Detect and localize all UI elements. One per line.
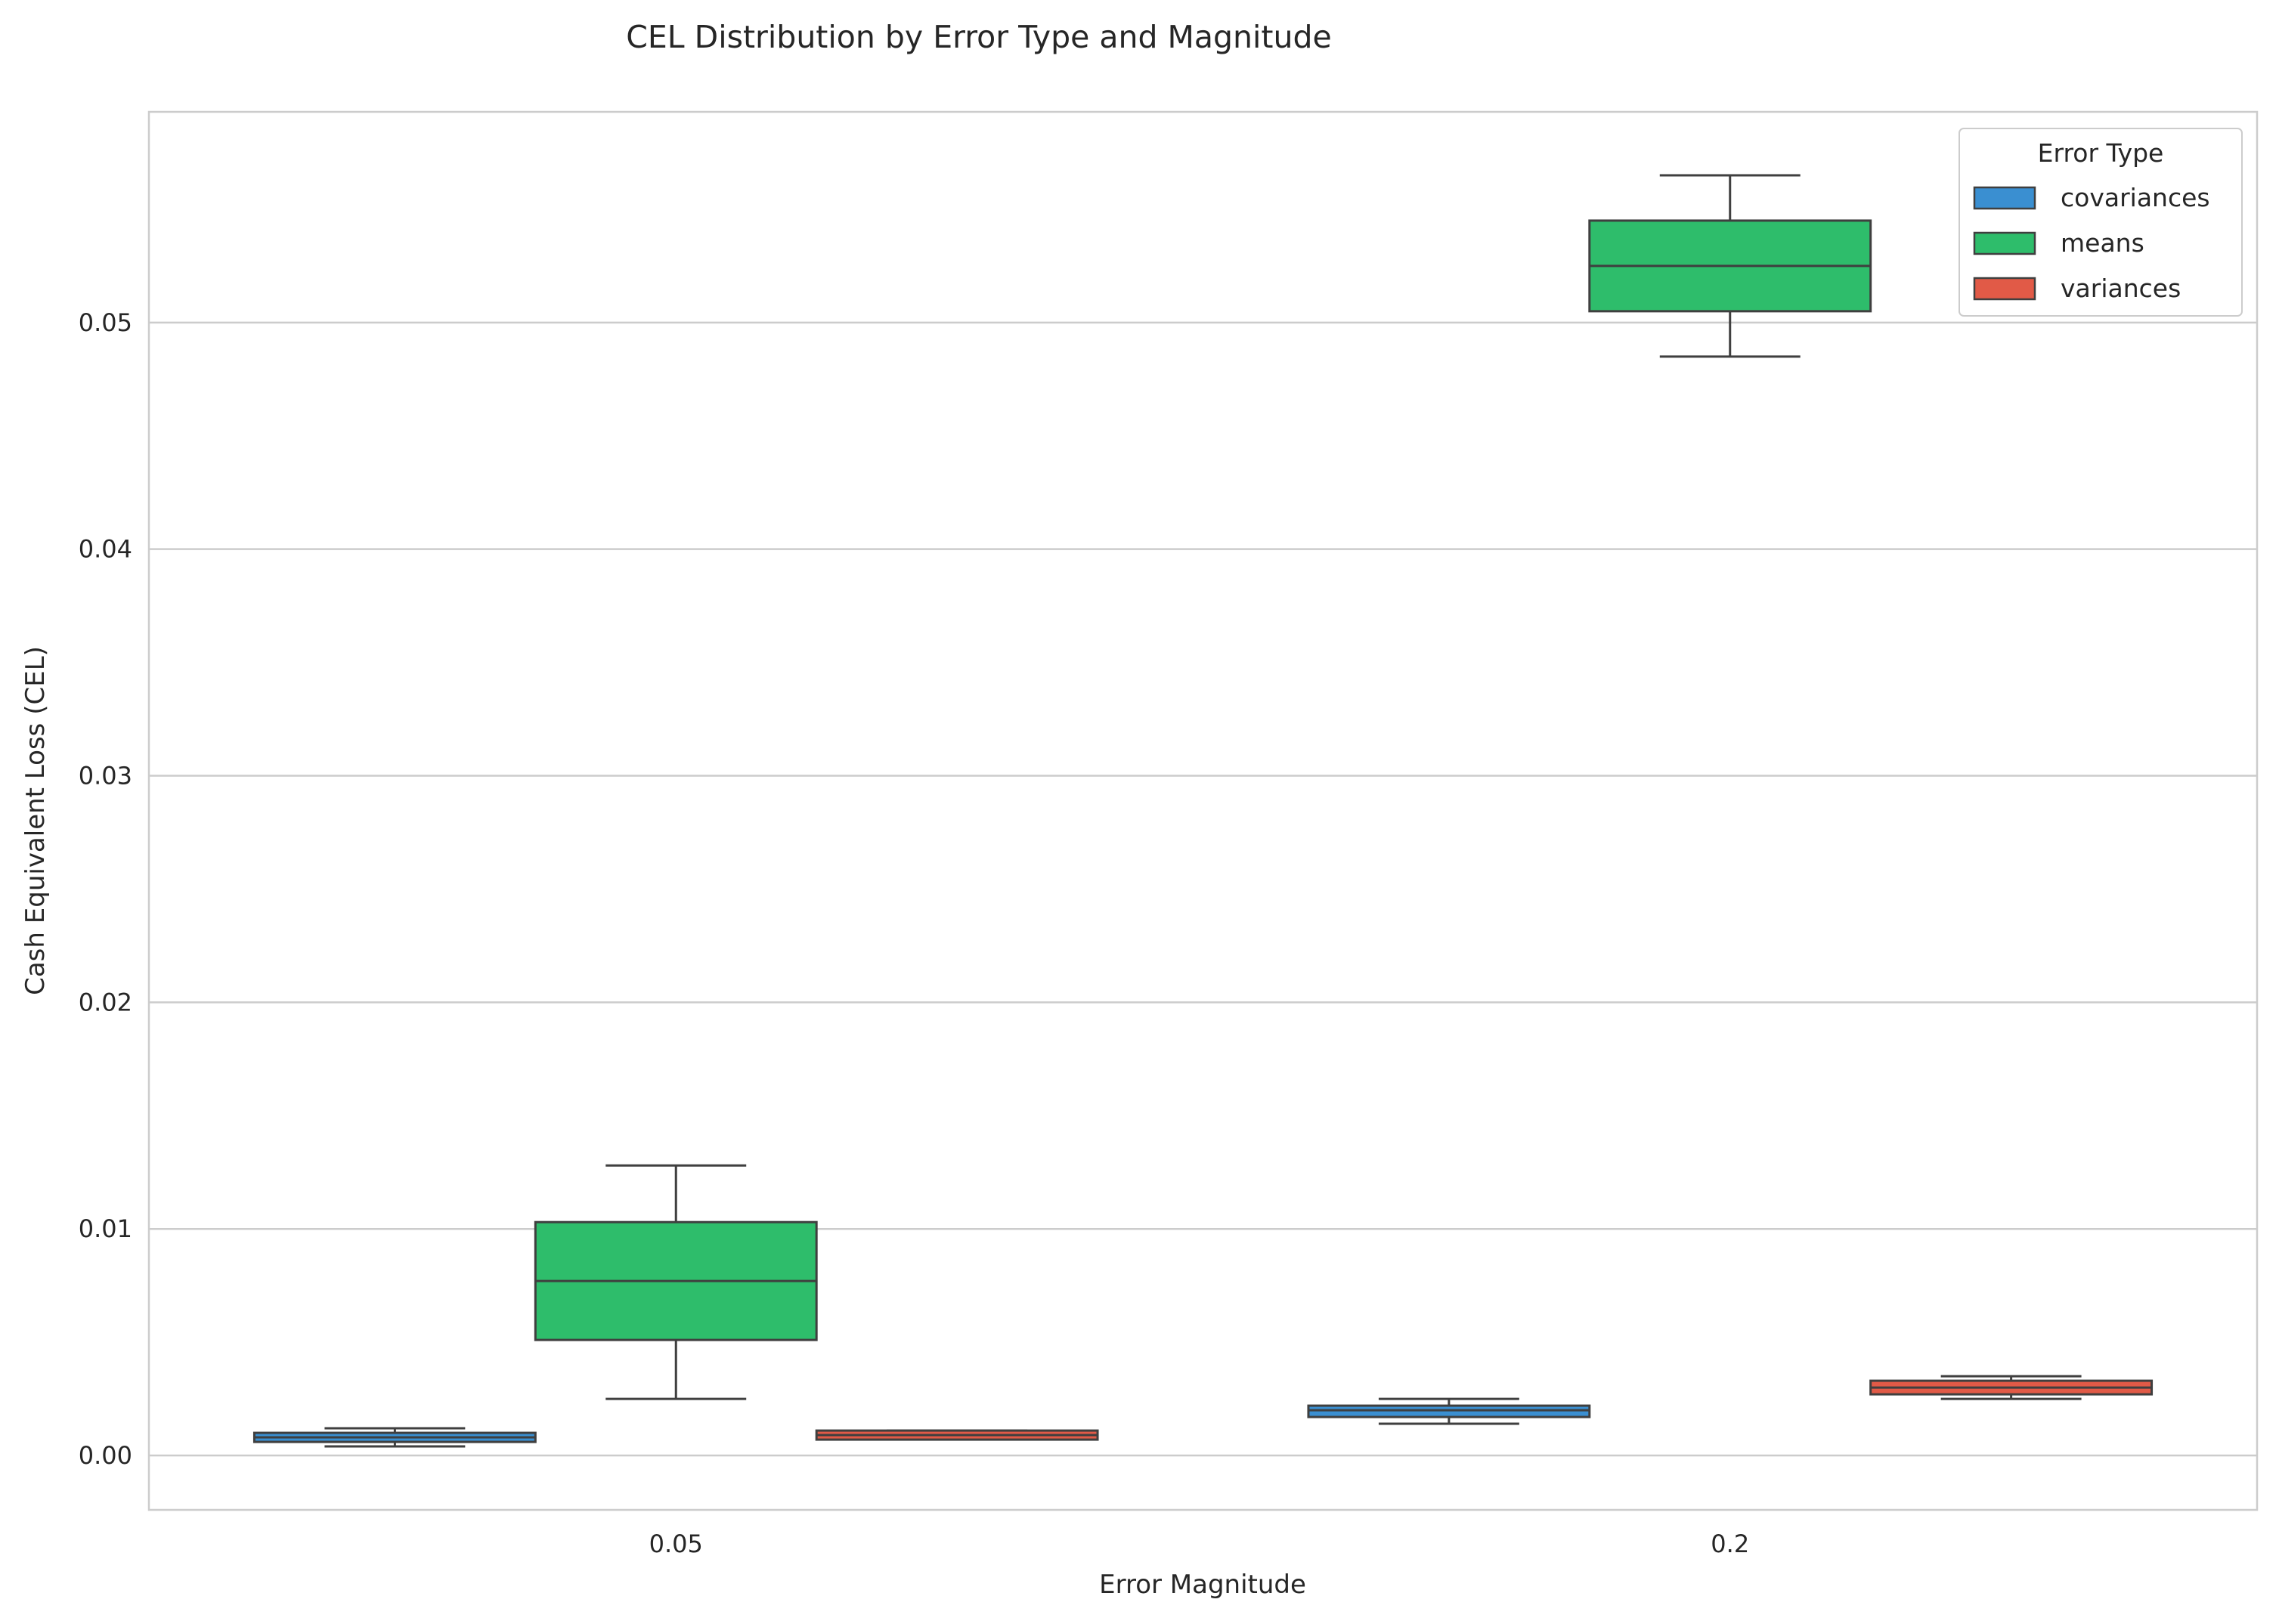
boxes bbox=[252, 174, 2154, 1448]
legend-swatch bbox=[1973, 277, 2036, 301]
y-axis-title: Cash Equivalent Loss (CEL) bbox=[20, 646, 51, 995]
y-tick-label: 0.03 bbox=[79, 762, 132, 790]
legend-frame bbox=[1959, 128, 2243, 317]
x-tick-label: 0.2 bbox=[1711, 1530, 1749, 1558]
x-tick-label: 0.05 bbox=[649, 1530, 703, 1558]
legend-label: variances bbox=[2061, 274, 2181, 303]
y-tick-label: 0.04 bbox=[79, 535, 132, 564]
legend: Error Type covariances means variances bbox=[1959, 128, 2243, 317]
legend-label: means bbox=[2061, 228, 2144, 258]
x-axis-title: Error Magnitude bbox=[1099, 1570, 1306, 1600]
box-variances-0.2 bbox=[1869, 1375, 2154, 1400]
y-tick-label: 0.01 bbox=[79, 1214, 132, 1243]
box-means-0.2 bbox=[1588, 174, 1872, 358]
legend-title: Error Type bbox=[2038, 138, 2164, 168]
legend-item-variances: variances bbox=[1973, 274, 2181, 303]
legend-items: covariances means variances bbox=[1973, 183, 2210, 303]
legend-item-covariances: covariances bbox=[1973, 183, 2210, 212]
legend-swatch bbox=[1973, 186, 2036, 210]
box-covariances-0.05 bbox=[252, 1427, 537, 1448]
y-tick-label: 0.05 bbox=[79, 308, 132, 337]
legend-item-means: means bbox=[1973, 228, 2144, 258]
chart-title: CEL Distribution by Error Type and Magni… bbox=[626, 19, 1332, 55]
y-ticks: 0.00 0.01 0.02 0.03 0.04 0.05 bbox=[79, 308, 132, 1470]
y-tick-label: 0.02 bbox=[79, 988, 132, 1016]
box-covariances-0.2 bbox=[1307, 1397, 1591, 1425]
legend-swatch bbox=[1973, 231, 2036, 255]
plot-frame bbox=[147, 110, 2259, 1511]
grid bbox=[149, 321, 2257, 1457]
legend-label: covariances bbox=[2061, 183, 2210, 212]
y-tick-label: 0.00 bbox=[79, 1441, 132, 1470]
x-ticks: 0.05 0.2 bbox=[649, 1530, 1750, 1558]
box-variances-0.05 bbox=[815, 1429, 1099, 1441]
box-means-0.05 bbox=[534, 1164, 818, 1400]
